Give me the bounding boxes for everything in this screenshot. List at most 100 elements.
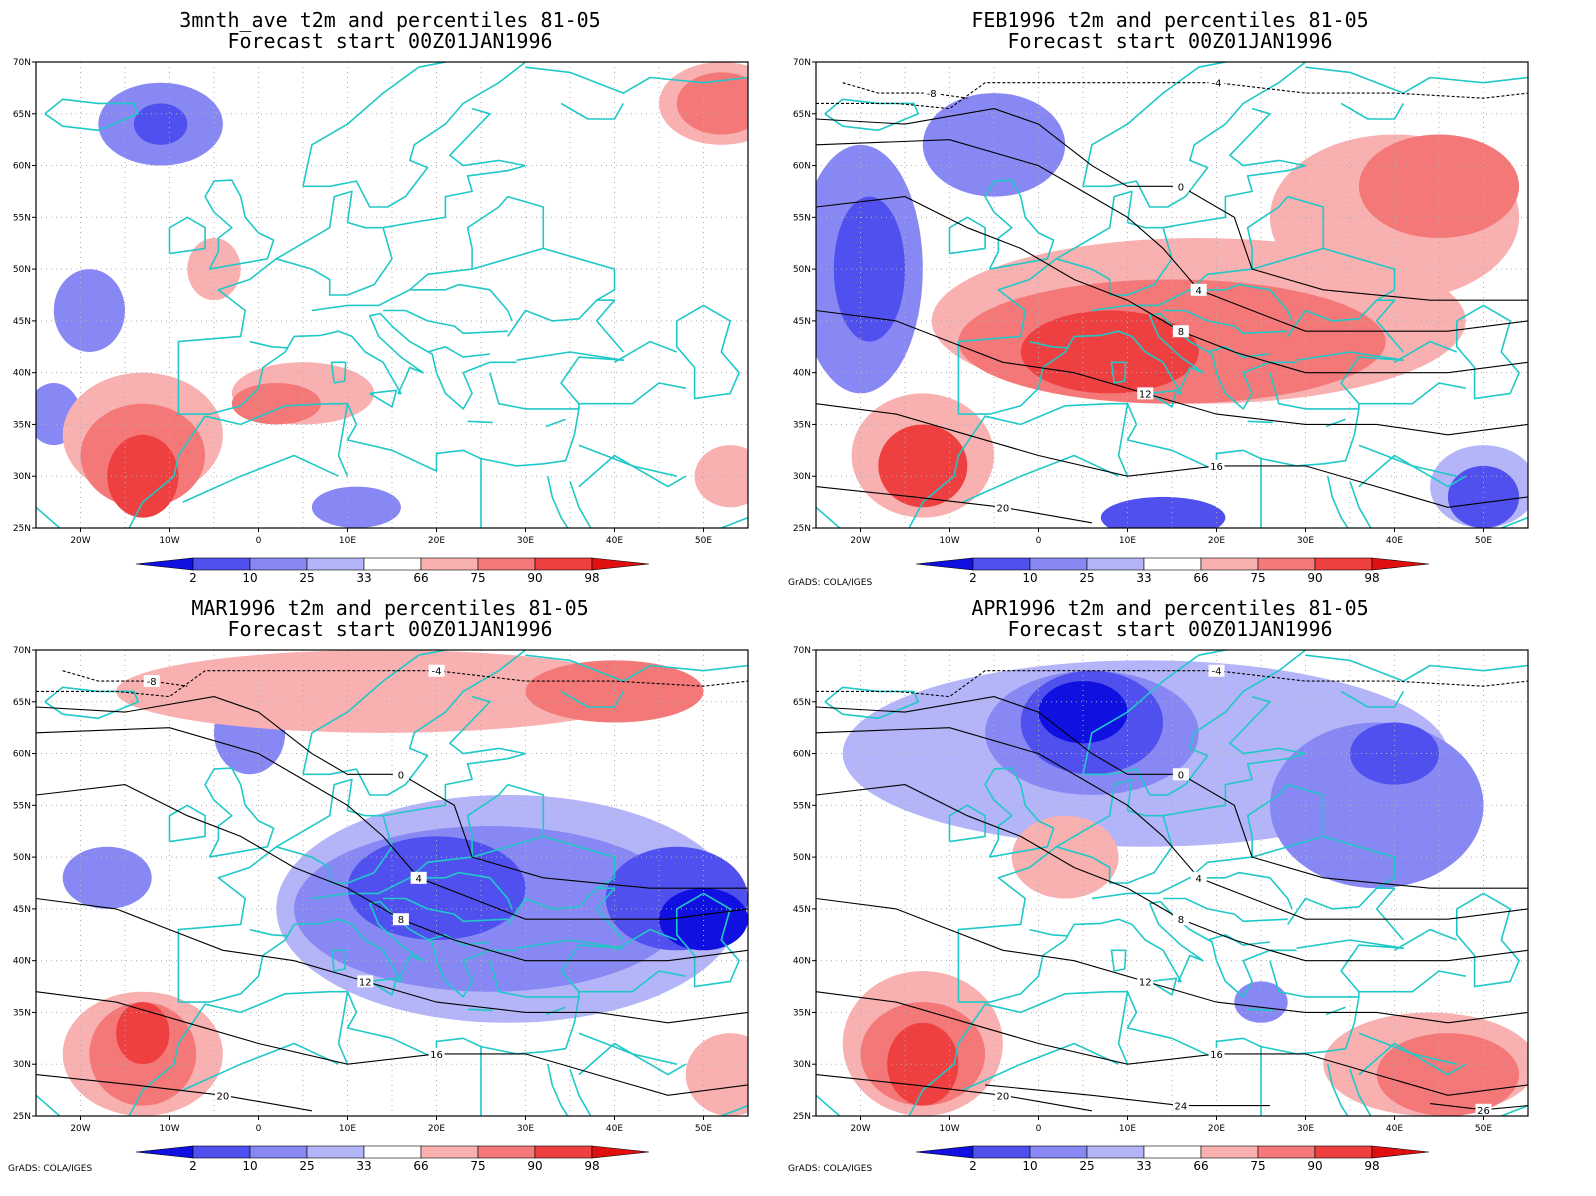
y-tick-label: 40N bbox=[793, 957, 811, 967]
coastline bbox=[1394, 340, 1458, 363]
y-tick-label: 35N bbox=[793, 420, 811, 430]
coastline bbox=[467, 1008, 493, 1012]
percentile-shade-p10 bbox=[133, 103, 188, 145]
colorbar-label: 2 bbox=[969, 571, 977, 585]
coastline bbox=[1149, 977, 1178, 996]
coastline bbox=[383, 309, 508, 335]
coastline bbox=[1287, 887, 1405, 941]
y-tick-label: 30N bbox=[793, 1060, 811, 1070]
contour-line-0 bbox=[36, 696, 748, 889]
percentile-shade-p75 bbox=[525, 660, 704, 723]
coastline bbox=[676, 304, 740, 400]
coastline bbox=[489, 351, 625, 410]
percentile-shade-p2 bbox=[659, 888, 748, 951]
grads-credit: GrADS: COLA/IGES bbox=[8, 1164, 93, 1174]
coastline bbox=[824, 686, 920, 720]
panel-feb: FEB1996 t2m and percentiles 81-05 Foreca… bbox=[780, 0, 1560, 590]
coastline bbox=[369, 977, 398, 996]
x-tick-label: 20E bbox=[1208, 1124, 1225, 1134]
coastline bbox=[824, 98, 920, 132]
coastline bbox=[578, 1032, 677, 1065]
coastline bbox=[276, 227, 393, 296]
coastline bbox=[1349, 1069, 1372, 1116]
contour-line-16 bbox=[816, 403, 1528, 508]
contour-label-bg bbox=[214, 1089, 231, 1102]
coastline bbox=[1247, 420, 1273, 424]
contour-line-20 bbox=[36, 1074, 312, 1112]
colorbar-arrow-right bbox=[591, 1145, 650, 1159]
colorbar-label: 2 bbox=[969, 1159, 977, 1173]
x-tick-label: 30E bbox=[517, 536, 534, 546]
coastline bbox=[409, 283, 513, 322]
coastline bbox=[182, 1042, 339, 1091]
colorbar-label: 2 bbox=[189, 571, 197, 585]
colorbar-label: 66 bbox=[413, 571, 428, 585]
coastline bbox=[1340, 102, 1405, 120]
colorbar-label: 33 bbox=[1136, 571, 1151, 585]
coastline bbox=[1163, 309, 1288, 335]
percentile-shade-p90 bbox=[878, 424, 968, 508]
percentile-shade-p25 bbox=[1234, 981, 1288, 1023]
coastline bbox=[449, 107, 526, 167]
contour-line--4 bbox=[816, 670, 1528, 698]
map-plot: -8-404812162070N65N60N55N50N45N40N35N30N… bbox=[13, 646, 749, 1173]
x-tick-label: 0 bbox=[1036, 536, 1042, 546]
coastline bbox=[1229, 107, 1306, 167]
colorbar-arrow-left bbox=[135, 557, 194, 571]
x-tick-label: 20W bbox=[70, 536, 90, 546]
coastline bbox=[1501, 516, 1528, 528]
coastline bbox=[302, 62, 527, 208]
coastline bbox=[471, 247, 616, 301]
percentile-shade-p90 bbox=[887, 1022, 959, 1106]
coastline bbox=[337, 991, 349, 1065]
coastline bbox=[36, 402, 580, 528]
coastline bbox=[467, 420, 493, 424]
colorbar-label: 33 bbox=[356, 1159, 371, 1173]
coastline bbox=[1117, 403, 1129, 477]
coastline bbox=[525, 66, 748, 94]
coastline bbox=[569, 1069, 592, 1116]
panel-mar: MAR1996 t2m and percentiles 81-05 Foreca… bbox=[0, 592, 780, 1182]
contour-line--4 bbox=[36, 670, 748, 698]
colorbar-segment bbox=[534, 1145, 593, 1159]
y-tick-label: 70N bbox=[13, 58, 31, 68]
x-tick-label: 30E bbox=[517, 1124, 534, 1134]
coastline bbox=[1189, 283, 1293, 322]
map-layer: -4 0 4 8 12 16 20 24 26 bbox=[816, 650, 1528, 1116]
percentile-shade-p25 bbox=[62, 846, 152, 909]
x-tick-label: 10E bbox=[339, 536, 356, 546]
contour-line-4 bbox=[36, 727, 748, 920]
x-tick-label: 20E bbox=[1208, 536, 1225, 546]
map-layer: -8 -4 0 4 8 12 16 20 bbox=[36, 650, 748, 1116]
coastline bbox=[721, 516, 748, 528]
percentile-shade-p10 bbox=[1100, 496, 1226, 528]
colorbar-label: 66 bbox=[1193, 571, 1208, 585]
percentile-shade-p10 bbox=[1447, 465, 1520, 528]
x-tick-label: 0 bbox=[1036, 1124, 1042, 1134]
contour-label-bg bbox=[1172, 768, 1189, 781]
contour-label-bg bbox=[410, 871, 427, 884]
y-tick-label: 60N bbox=[793, 162, 811, 172]
coastline bbox=[168, 216, 206, 255]
coastline bbox=[330, 949, 347, 972]
x-tick-label: 0 bbox=[256, 1124, 262, 1134]
contour-label: 16 bbox=[1210, 462, 1223, 473]
y-tick-label: 45N bbox=[793, 905, 811, 915]
contour-label: 0 bbox=[1178, 770, 1184, 781]
colorbar-label: 98 bbox=[584, 571, 599, 585]
x-tick-label: 10W bbox=[159, 1124, 179, 1134]
contour-line-0 bbox=[816, 696, 1528, 889]
y-tick-label: 70N bbox=[793, 58, 811, 68]
contour-label: -4 bbox=[432, 667, 442, 678]
contour-label-bg bbox=[1137, 975, 1154, 988]
colorbar-label: 10 bbox=[242, 571, 257, 585]
coastline bbox=[204, 179, 275, 270]
contour-label: 20 bbox=[997, 503, 1010, 514]
percentile-shade-p66 bbox=[694, 445, 748, 508]
contour-label-bg bbox=[1208, 664, 1225, 677]
coastline bbox=[1163, 897, 1288, 923]
contour-label: -4 bbox=[1212, 79, 1222, 90]
coastline bbox=[36, 990, 580, 1116]
contour-label-bg bbox=[143, 675, 160, 688]
x-tick-label: 40E bbox=[1386, 1124, 1403, 1134]
